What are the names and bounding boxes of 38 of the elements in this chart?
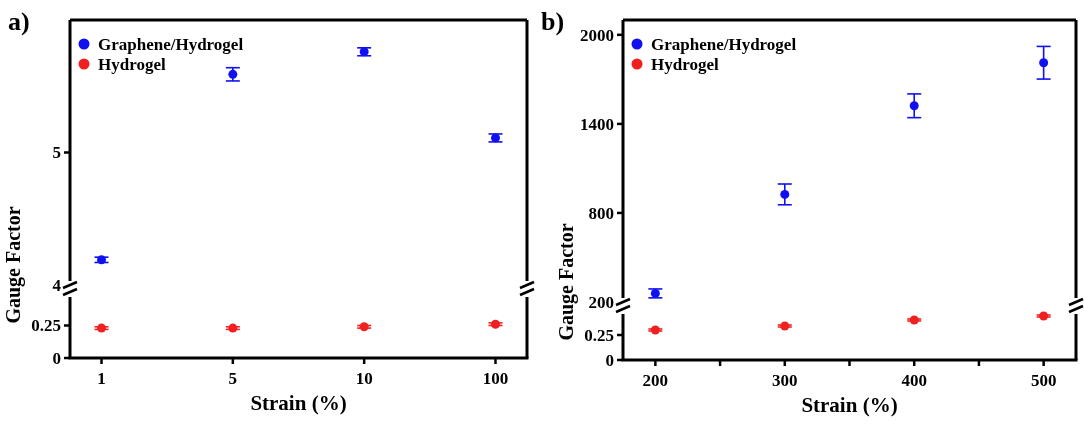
point [909,101,919,111]
y-tick-label: 2000 [580,25,614,45]
x-tick-label: 5 [228,369,238,388]
x-tick-label: 400 [901,371,927,390]
y-tick-label: 1400 [580,114,614,134]
y-tick-label: 0.25 [584,325,614,345]
chart-title: a) [8,7,30,36]
y-tick-label: 5 [52,143,61,163]
y-axis-title: Gauge Factor [555,223,578,341]
y-tick-label: 4 [52,275,62,295]
legend-label: Graphene/Hydrogel [651,34,797,54]
x-axis-title: Strain (%) [801,393,898,417]
y-tick-label: 200 [588,292,614,312]
x-tick-label: 200 [642,371,669,390]
legend-label: Hydrogel [651,54,719,74]
x-tick-label: 100 [482,369,509,388]
legend-label: Hydrogel [98,54,166,74]
point [650,288,660,298]
y-tick-label: 0 [52,348,61,368]
chart-title: b) [541,7,565,36]
x-axis-title: Strain (%) [250,391,347,415]
x-tick-label: 10 [355,369,373,388]
point [909,315,919,325]
point [1039,311,1049,321]
legend-label: Graphene/Hydrogel [98,34,244,54]
point [780,321,790,331]
point [650,325,660,335]
y-axis-title: Gauge Factor [2,206,25,324]
point [1039,58,1049,68]
point [780,189,790,199]
x-tick-label: 1 [97,369,106,388]
x-tick-label: 500 [1030,371,1057,390]
point [97,255,107,265]
point [490,133,500,143]
y-tick-label: 800 [588,203,614,223]
x-tick-label: 300 [772,371,798,390]
y-tick-label: 0.25 [31,316,61,336]
y-tick-label: 0 [605,350,614,370]
